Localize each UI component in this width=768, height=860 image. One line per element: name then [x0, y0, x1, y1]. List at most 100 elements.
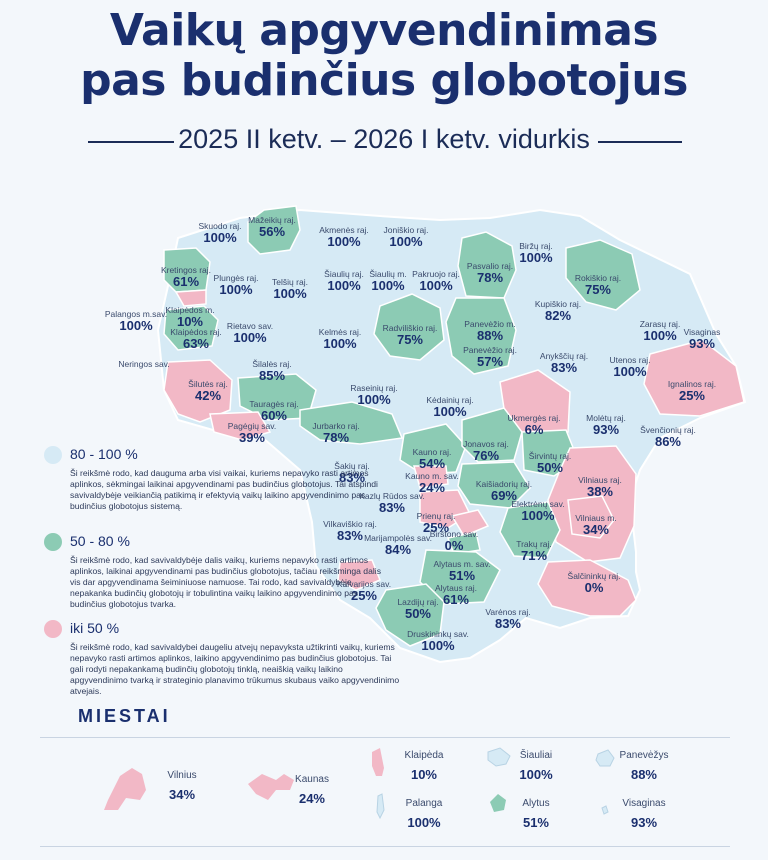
lithuania-map: Skuodo raj. 100% Mažeikių raj. 56% Akmenės r… [0, 170, 768, 670]
municipality-name: Šilutės raj. [188, 379, 228, 389]
municipality-label: Skuodo raj. 100% [199, 221, 242, 246]
municipality-name: Druskininkų sav. [407, 629, 469, 639]
municipality-label: Šiaulių raj. 100% [324, 269, 364, 294]
city-name: Visaginas [622, 798, 666, 809]
subtitle-rule-left [88, 141, 174, 143]
municipality-value: 38% [586, 484, 614, 500]
municipality-value: 100% [371, 278, 405, 294]
legend-low-swatch [44, 620, 62, 638]
city-name: Kaunas [295, 774, 329, 785]
municipality-value: 84% [384, 542, 412, 558]
municipality-label: Alytaus m. sav. 51% [434, 559, 491, 584]
municipality-label: Širvintų raj. 50% [528, 451, 572, 476]
cities-divider [40, 737, 730, 738]
municipality-label: Tauragės raj. 60% [249, 399, 298, 424]
municipality-value: 85% [258, 368, 286, 384]
legend-high-swatch [44, 446, 62, 464]
region-birštono-sav- [450, 509, 490, 537]
region-pagėgių-sav- [209, 411, 272, 441]
municipality-value: 100% [419, 278, 453, 294]
municipality-label: Anykščių raj. 83% [540, 351, 588, 376]
municipality-label: Mažeikių raj. 56% [248, 215, 296, 240]
city-alytus: Alytus 51% [522, 798, 549, 830]
municipality-name: Raseinių raj. [350, 383, 398, 393]
region-panevėžio-raj- [445, 297, 517, 375]
municipality-label: Kretingos raj. 61% [160, 265, 212, 290]
municipality-name: Prienų raj. [416, 511, 456, 521]
municipality-label: Druskininkų sav. 100% [407, 629, 469, 654]
title-line-2: pas budinčius globotojus [80, 55, 688, 106]
municipality-label: Šakių raj. 83% [334, 461, 369, 486]
legend-low-description: Ši reikšmė rodo, kad savivaldybei daugel… [70, 642, 400, 696]
legend-mid: 50 - 80 % Ši reikšmė rodo, kad savivaldy… [44, 533, 381, 623]
municipality-name: Elektrėnų sav. [511, 499, 565, 509]
city-kaunas: Kaunas 24% [295, 774, 329, 806]
city-name: Palanga [405, 798, 443, 809]
municipality-label: Klaipėdos raj. 63% [170, 327, 222, 352]
subtitle: 2025 II ketv. – 2026 I ketv. vidurkis [178, 124, 590, 154]
municipality-label: Varėnos raj. 83% [485, 607, 531, 632]
municipality-value: 76% [472, 448, 500, 464]
municipality-value: 0% [584, 580, 604, 596]
municipality-label: Akmenės raj. 100% [319, 225, 369, 250]
municipality-name: Jonavos raj. [463, 439, 509, 449]
legend-low-range: iki 50 % [70, 620, 120, 636]
municipality-value: 63% [182, 336, 210, 352]
municipality-value: 69% [490, 488, 518, 504]
municipality-name: Kretingos raj. [160, 265, 212, 275]
region-ignalinos-raj- [643, 339, 745, 417]
region-trakų-raj- [499, 501, 561, 559]
city-name: Šiauliai [519, 750, 553, 761]
municipality-label: Elektrėnų sav. 100% [511, 499, 565, 524]
region-vilniaus-m- [567, 495, 615, 539]
cities-bottom-divider [40, 846, 730, 847]
municipality-label: Palangos m.sav. 100% [105, 309, 167, 334]
municipality-label: Kauno raj. 54% [413, 447, 452, 472]
municipality-name: Ukmergės raj. [507, 413, 561, 423]
municipality-name: Kazlų Rūdos sav. [359, 491, 425, 501]
municipality-label: Kazlų Rūdos sav. 83% [359, 491, 425, 516]
municipality-name: Neringos sav. [118, 359, 170, 369]
municipality-value: 82% [544, 308, 572, 324]
municipality-name: Rokiškio raj. [574, 273, 622, 283]
municipality-label: Jonavos raj. 76% [463, 439, 509, 464]
municipality-value: 100% [613, 364, 647, 380]
municipality-name: Joniškio raj. [383, 225, 429, 235]
municipality-value: 42% [194, 388, 222, 404]
municipality-name: Varėnos raj. [485, 607, 531, 617]
panevezys-shape [595, 749, 615, 767]
city-value: 93% [630, 815, 658, 830]
municipality-name: Vilniaus m. [575, 513, 617, 523]
municipality-label: Biržų raj. 100% [519, 241, 553, 266]
region-radviliškio-raj- [373, 293, 445, 361]
city-palanga: Palanga 100% [406, 798, 443, 830]
city-panevezys: Panevėžys 88% [620, 750, 669, 782]
legend-high: 80 - 100 % Ši reikšmė rodo, kad dauguma … [44, 446, 378, 536]
municipality-label: Plungės raj. 100% [214, 273, 259, 298]
page-title: Vaikų apgyvendinimas pas budinčius globo… [0, 6, 768, 106]
municipality-value: 100% [119, 318, 153, 334]
city-value: 100% [407, 815, 441, 830]
municipality-label: Klaipėdos m. 10% [165, 305, 215, 330]
city-value: 100% [519, 767, 553, 782]
municipality-name: Širvintų raj. [528, 451, 572, 461]
municipality-value: 25% [678, 388, 706, 404]
municipality-value: 61% [442, 592, 470, 608]
city-vilnius: Vilnius 34% [167, 770, 196, 802]
city-value: 88% [630, 767, 658, 782]
city-value: 51% [522, 815, 550, 830]
municipality-name: Kelmės raj. [318, 327, 362, 337]
municipality-label: Rietavo sav. 100% [227, 321, 273, 346]
municipality-name: Ignalinos raj. [667, 379, 717, 389]
municipality-value: 60% [260, 408, 288, 424]
municipality-value: 78% [322, 430, 350, 446]
municipality-label: Neringos sav. [118, 359, 170, 369]
region-šalčininkų-raj- [537, 559, 637, 617]
municipality-name: Šalčininkų raj. [567, 571, 621, 581]
municipality-value: 51% [448, 568, 476, 584]
municipality-name: Klaipėdos m. [165, 305, 215, 315]
municipality-label: Ukmergės raj. 6% [507, 413, 561, 438]
municipality-value: 57% [476, 354, 504, 370]
title-line-1: Vaikų apgyvendinimas [109, 5, 659, 56]
municipality-value: 83% [336, 528, 364, 544]
